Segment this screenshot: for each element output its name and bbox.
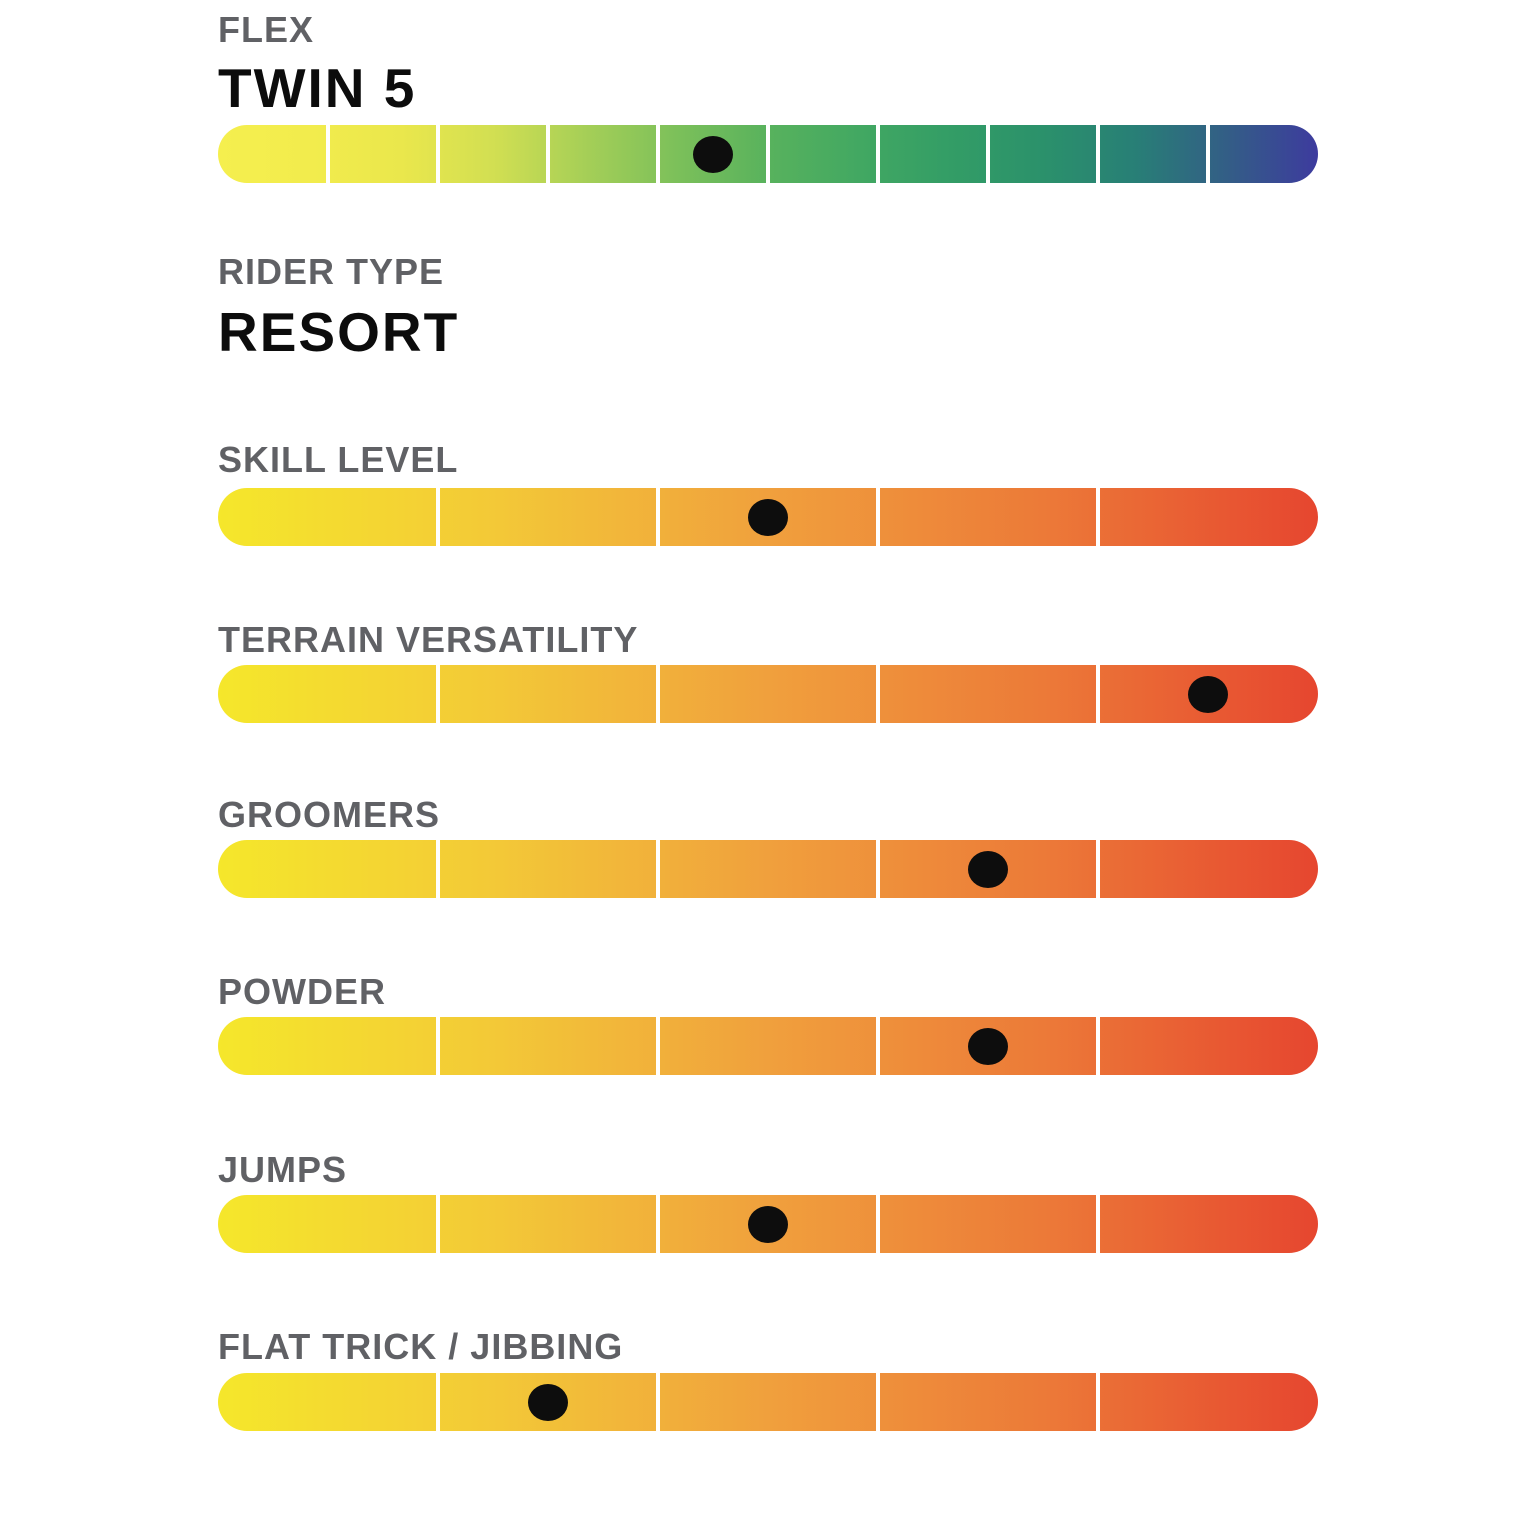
spec-label-jumps: JUMPS [218,1149,348,1190]
segment-divider [436,1373,440,1431]
rating-dot-groomers [968,850,1008,888]
segment-divider [436,840,440,898]
segment-divider [876,1017,880,1075]
segment-divider [876,125,880,183]
segment-divider [546,125,550,183]
segment-divider [656,1017,660,1075]
segment-divider [1096,1195,1100,1253]
segment-divider [876,1195,880,1253]
rating-bar-groomers [218,840,1318,898]
segment-divider [876,840,880,898]
segment-divider [1206,125,1210,183]
segment-divider [876,665,880,723]
segment-divider [436,488,440,546]
spec-label-terrain-versatility: TERRAIN VERSATILITY [218,619,639,660]
segment-divider [766,125,770,183]
rating-dot-flat-trick-jibbing [528,1383,568,1421]
segment-divider [436,665,440,723]
rating-bar-flat-trick-jibbing [218,1373,1318,1431]
segment-divider [656,488,660,546]
rating-dot-powder [968,1027,1008,1065]
segment-divider [656,665,660,723]
segment-divider [1096,1017,1100,1075]
segment-divider [1096,1373,1100,1431]
spec-label-skill-level: SKILL LEVEL [218,439,459,480]
segment-divider [436,125,440,183]
segment-divider [876,1373,880,1431]
segment-divider [656,1373,660,1431]
rating-bar-skill-level [218,488,1318,546]
segment-divider [436,1017,440,1075]
segment-divider [436,1195,440,1253]
spec-label-groomers: GROOMERS [218,794,441,835]
rating-dot-jumps [748,1205,788,1243]
spec-label-powder: POWDER [218,971,386,1012]
segment-divider [1096,840,1100,898]
spec-value-rider-type: RESORT [218,301,460,363]
rating-dot-skill-level [748,498,788,536]
segment-divider [876,488,880,546]
segment-divider [656,1195,660,1253]
segment-divider [656,840,660,898]
spec-label-rider-type: RIDER TYPE [218,251,445,292]
segment-divider [1096,125,1100,183]
segment-divider [1096,665,1100,723]
segment-divider [1096,488,1100,546]
spec-label-flex: FLEX [218,9,315,50]
rating-bar-terrain-versatility [218,665,1318,723]
segment-divider [326,125,330,183]
rating-dot-terrain-versatility [1188,675,1228,713]
rating-bar-jumps [218,1195,1318,1253]
spec-label-flat-trick-jibbing: FLAT TRICK / JIBBING [218,1326,624,1367]
spec-value-flex: TWIN 5 [218,57,417,119]
rating-bar-powder [218,1017,1318,1075]
rating-dot-flex [693,135,733,173]
rating-bar-flex [218,125,1318,183]
segment-divider [986,125,990,183]
segment-divider [656,125,660,183]
